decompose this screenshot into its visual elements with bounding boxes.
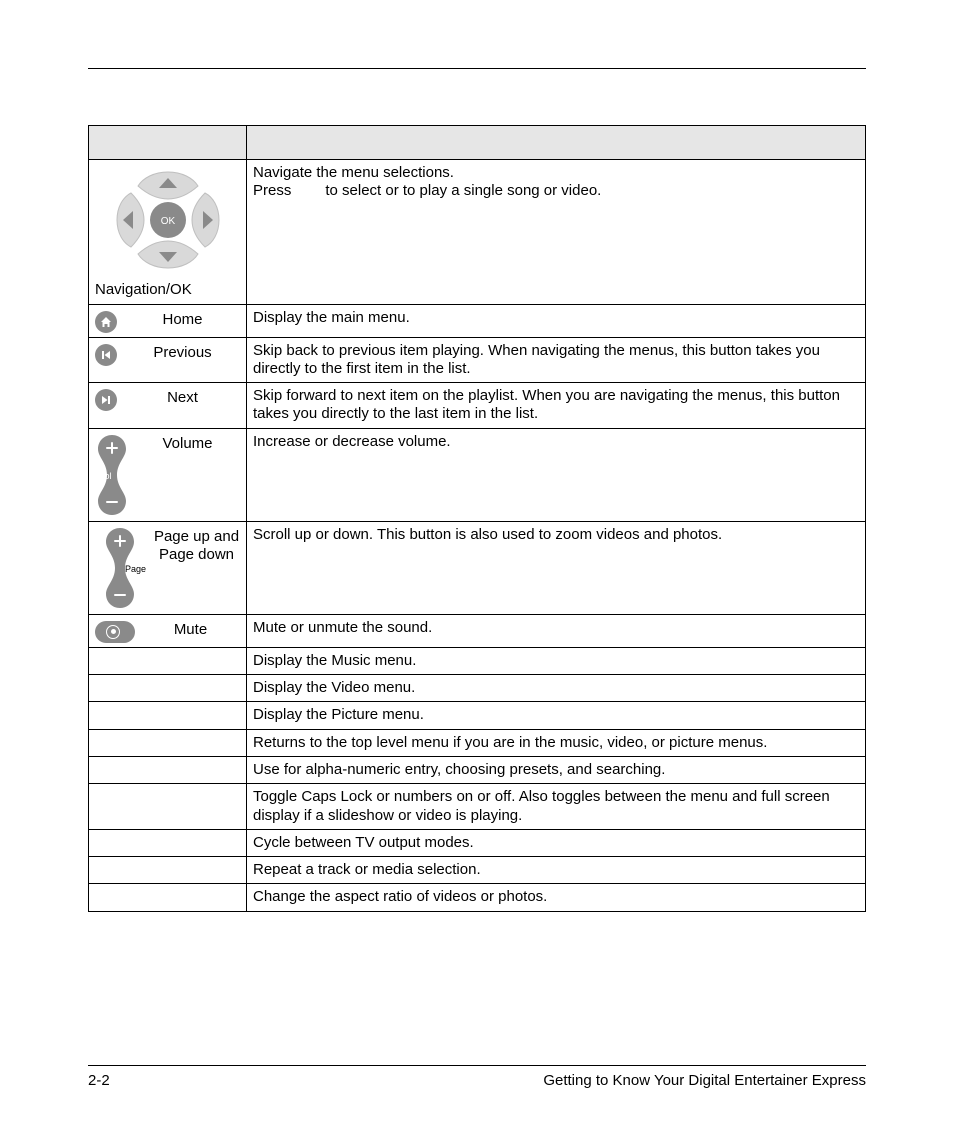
row-tvout: Cycle between TV output modes. [89,829,866,856]
row-alphanum: Use for alpha-numeric entry, choosing pr… [89,756,866,783]
row-aspect: Change the aspect ratio of videos or pho… [89,884,866,911]
next-icon [95,389,117,411]
row-previous: Previous Skip back to previous item play… [89,337,866,383]
mute-icon [95,621,135,643]
video-desc: Display the Video menu. [247,675,866,702]
music-desc: Display the Music menu. [247,647,866,674]
page: OK Navigation/OK Navigate the menu selec… [0,0,954,1145]
row-volume: Vol Volume Increase or decrease volume. [89,428,866,521]
previous-desc: Skip back to previous item playing. When… [247,337,866,383]
volume-rocker-icon: Vol [95,433,129,517]
svg-text:Vol: Vol [99,471,112,481]
svg-text:Page: Page [125,564,146,574]
remote-functions-table: OK Navigation/OK Navigate the menu selec… [88,125,866,912]
repeat-desc: Repeat a track or media selection. [247,857,866,884]
page-number: 2-2 [88,1072,110,1089]
page-footer: 2-2 Getting to Know Your Digital Enterta… [88,1065,866,1089]
top-desc: Returns to the top level menu if you are… [247,729,866,756]
alphanum-desc: Use for alpha-numeric entry, choosing pr… [247,756,866,783]
row-picture: Display the Picture menu. [89,702,866,729]
page-label: Page up and Page down [147,526,240,564]
table-header-desc [247,126,866,160]
volume-label: Volume [129,433,240,453]
row-mute: Mute Mute or unmute the sound. [89,614,866,647]
table-header-button [89,126,247,160]
footer-rule [88,1065,866,1066]
row-navigation: OK Navigation/OK Navigate the menu selec… [89,160,866,305]
volume-desc: Increase or decrease volume. [247,428,866,521]
nav-desc-press: Press [253,182,291,199]
mute-desc: Mute or unmute the sound. [247,614,866,647]
page-rocker-icon: Page [103,526,147,610]
navigation-label: Navigation/OK [95,281,240,299]
home-desc: Display the main menu. [247,304,866,337]
home-icon [95,311,117,333]
table-header-row [89,126,866,160]
row-home: Home Display the main menu. [89,304,866,337]
navigation-pad-icon: OK [95,164,240,279]
row-music: Display the Music menu. [89,647,866,674]
previous-label: Previous [125,342,240,362]
row-page: Page Page up and Page down Scroll up or … [89,521,866,614]
next-label: Next [125,387,240,407]
mute-label: Mute [141,619,240,639]
nav-desc-rest: to select or to play a single song or vi… [325,182,601,199]
page-desc: Scroll up or down. This button is also u… [247,521,866,614]
picture-desc: Display the Picture menu. [247,702,866,729]
row-top-level: Returns to the top level menu if you are… [89,729,866,756]
aspect-desc: Change the aspect ratio of videos or pho… [247,884,866,911]
row-caps: Toggle Caps Lock or numbers on or off. A… [89,784,866,830]
home-label: Home [125,309,240,329]
row-repeat: Repeat a track or media selection. [89,857,866,884]
section-title: Getting to Know Your Digital Entertainer… [543,1072,866,1089]
row-video: Display the Video menu. [89,675,866,702]
caps-desc: Toggle Caps Lock or numbers on or off. A… [247,784,866,830]
ok-label-svg: OK [160,216,175,227]
navigation-desc: Navigate the menu selections. Press to se… [247,160,866,305]
row-next: Next Skip forward to next item on the pl… [89,383,866,429]
next-desc: Skip forward to next item on the playlis… [247,383,866,429]
previous-icon [95,344,117,366]
nav-desc-line1: Navigate the menu selections. [253,164,454,181]
header-rule [88,68,866,69]
tvout-desc: Cycle between TV output modes. [247,829,866,856]
